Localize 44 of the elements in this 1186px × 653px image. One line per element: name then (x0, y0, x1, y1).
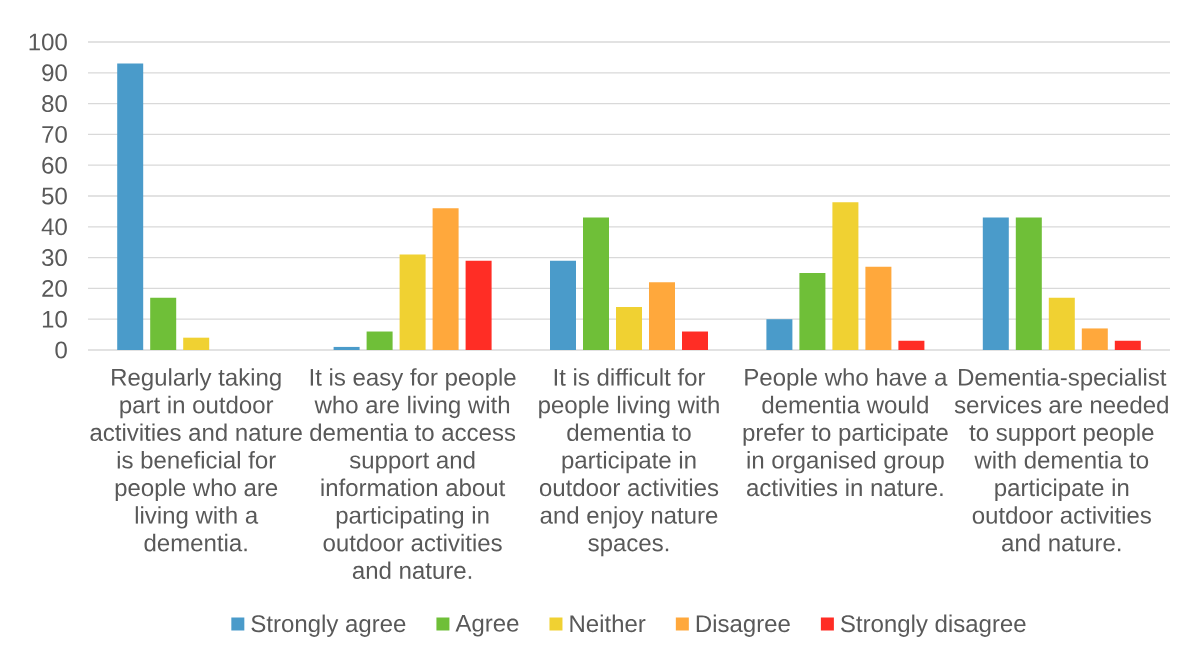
bar (865, 266, 892, 350)
y-tick-label: 90 (42, 64, 67, 82)
bar (183, 337, 210, 350)
x-tick-label: Dementia-specialist services are needed to support people with dementia to participate in outdoor activities and nature. (954, 368, 1168, 552)
bar (432, 208, 459, 350)
bar (649, 282, 675, 350)
bar (766, 319, 793, 350)
legend-label: Neither (570, 614, 646, 633)
bar (832, 202, 859, 350)
bar (898, 340, 925, 350)
bar (1081, 328, 1108, 350)
bar (1048, 297, 1075, 350)
x-tick-label: It is easy for people who are living with dementia to access support and information about participating in outdoor activities and nature. (310, 368, 516, 580)
y-tick-label: 20 (42, 279, 67, 297)
x-tick-label: People who have a dementia would prefer to participate in organised group activities in nature. (743, 368, 948, 497)
bar (1015, 217, 1042, 350)
bar (333, 346, 360, 350)
bar (799, 273, 826, 350)
x-tick-label: Regularly taking part in outdoor activities and nature is beneficial for people who are living with a dementia. (90, 368, 302, 552)
bar (682, 331, 708, 350)
y-tick-label: 30 (42, 249, 67, 267)
bar (117, 63, 144, 350)
y-tick-label: 50 (42, 187, 67, 205)
bar (550, 260, 576, 350)
x-tick-label: It is difficult for people living with dementia to participate in outdoor activities and enjoy nature spaces. (539, 368, 719, 557)
legend-label: Agree (455, 614, 519, 637)
bar (982, 217, 1009, 350)
legend-label: Strongly disagree (840, 614, 1026, 637)
y-tick-label: 0 (55, 341, 67, 359)
y-tick-label: 60 (42, 156, 67, 174)
y-tick-label: 100 (29, 33, 67, 51)
bar (399, 254, 426, 350)
y-tick-label: 80 (42, 95, 67, 113)
bar (465, 260, 492, 350)
legend-label: Disagree (696, 614, 790, 637)
bar (366, 331, 393, 350)
y-tick-label: 40 (41, 218, 67, 236)
bar (616, 306, 642, 350)
bar (583, 217, 609, 350)
bar (150, 297, 177, 350)
y-tick-label: 10 (42, 310, 67, 328)
bar (1114, 340, 1141, 350)
legend-label: Strongly agree (251, 614, 406, 637)
y-tick-label: 70 (42, 125, 67, 143)
